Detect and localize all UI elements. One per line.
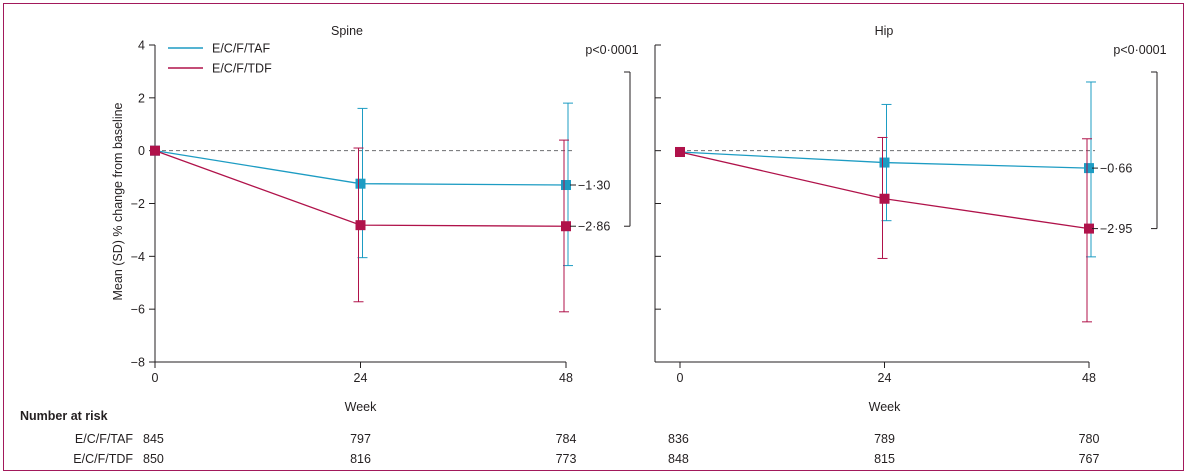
risk-count: 815 (874, 452, 895, 466)
data-point-marker (1084, 223, 1094, 234)
risk-count: 797 (350, 432, 371, 446)
y-tick-label: 4 (138, 39, 145, 53)
chart-panel-spine: Spine 4 2 0 −2 −4 −6 −8 Mean (SD) % change from … (111, 24, 639, 466)
risk-row-taf-label: E/C/F/TAF (75, 432, 133, 446)
y-tick-label: −6 (131, 303, 145, 317)
chart-panel-hip: Hip 0 24 48 Week −0·66 −2·95 p<0·0001 836 789 780 8… (654, 24, 1167, 466)
data-point-marker (675, 146, 685, 157)
p-value-label: p<0·0001 (585, 43, 638, 57)
y-axis-label: Mean (SD) % change from baseline (111, 102, 125, 300)
x-axis-label: Week (869, 400, 901, 414)
risk-count: 836 (668, 432, 689, 446)
data-point-marker (879, 193, 890, 204)
p-value-label: p<0·0001 (1113, 43, 1166, 57)
data-point-marker (561, 221, 571, 232)
series-e-c-f-tdf: −2·86 (150, 139, 610, 313)
legend: E/C/F/TAF E/C/F/TDF (168, 42, 272, 76)
data-point-marker (150, 145, 160, 156)
risk-count: 850 (143, 452, 164, 466)
y-tick-label: −8 (131, 356, 145, 370)
panel-title: Hip (875, 24, 894, 38)
risk-count: 767 (1079, 452, 1100, 466)
risk-table-title: Number at risk (20, 409, 108, 423)
risk-count: 789 (874, 432, 895, 446)
x-tick-label: 24 (878, 371, 892, 385)
risk-count: 780 (1079, 432, 1100, 446)
legend-tdf-label: E/C/F/TDF (212, 62, 272, 76)
y-tick-label: 0 (138, 144, 145, 158)
risk-count: 848 (668, 452, 689, 466)
end-value-label: −2·86 (578, 220, 610, 234)
data-point-marker (355, 178, 366, 189)
data-point-marker (879, 157, 890, 168)
risk-count: 816 (350, 452, 371, 466)
series-e-c-f-taf: −0·66 (675, 81, 1132, 258)
series-e-c-f-tdf: −2·95 (675, 136, 1132, 323)
figure-frame (3, 3, 1184, 471)
x-tick-label: 0 (677, 371, 684, 385)
x-tick-label: 0 (152, 371, 159, 385)
x-axis-label: Week (345, 400, 377, 414)
legend-taf-label: E/C/F/TAF (212, 42, 270, 56)
risk-count: 773 (556, 452, 577, 466)
x-tick-label: 24 (354, 371, 368, 385)
end-value-label: −2·95 (1100, 222, 1132, 236)
end-value-label: −0·66 (1100, 162, 1132, 176)
series-e-c-f-taf: −1·30 (150, 102, 610, 267)
risk-table: Number at risk E/C/F/TAF E/C/F/TDF (20, 409, 133, 466)
x-tick-label: 48 (1082, 371, 1096, 385)
y-tick-label: −2 (131, 197, 145, 211)
end-value-label: −1·30 (578, 179, 610, 193)
panel-title: Spine (331, 24, 363, 38)
risk-count: 845 (143, 432, 164, 446)
data-point-marker (1084, 163, 1094, 174)
data-point-marker (355, 220, 366, 231)
risk-row-tdf-label: E/C/F/TDF (73, 452, 133, 466)
y-tick-label: 2 (138, 91, 145, 105)
risk-count: 784 (556, 432, 577, 446)
x-tick-label: 48 (559, 371, 573, 385)
y-tick-label: −4 (131, 250, 145, 264)
data-point-marker (561, 180, 571, 191)
